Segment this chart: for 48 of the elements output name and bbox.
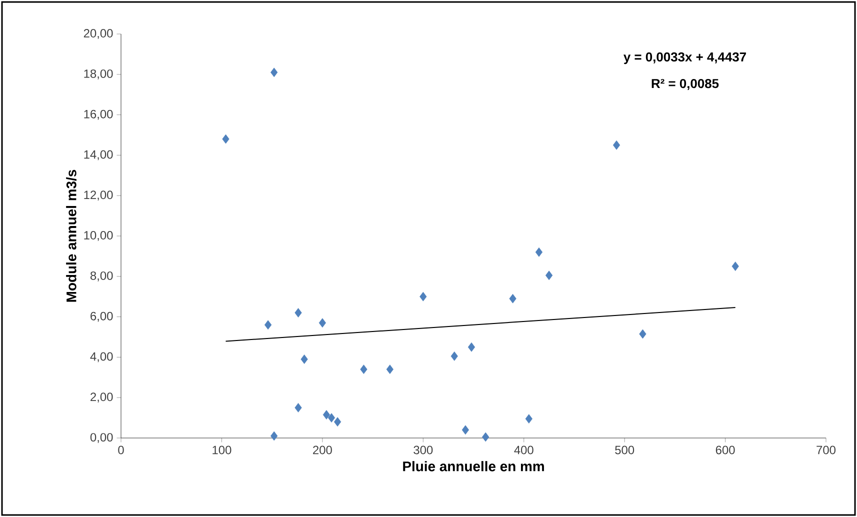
- point: [639, 329, 646, 339]
- point: [545, 270, 553, 280]
- annotation: R² = 0,0085: [652, 78, 719, 90]
- y-tick-label: 10,00: [84, 231, 113, 241]
- point: [360, 364, 368, 374]
- y-tick-label: 18,00: [84, 69, 113, 80]
- y-axis-title: Module annuel m3/s: [66, 170, 76, 302]
- point: [300, 354, 308, 364]
- y-tick-label: 14,00: [84, 150, 113, 160]
- x-tick-label: 700: [816, 446, 836, 454]
- x-tick-label: 400: [514, 446, 534, 454]
- point: [334, 417, 342, 427]
- y-tick-label: 20,00: [84, 29, 113, 39]
- point: [525, 414, 532, 424]
- x-tick-label: 600: [716, 446, 735, 454]
- y-tick-label: 16,00: [84, 110, 113, 120]
- point: [535, 247, 543, 257]
- point: [509, 294, 516, 304]
- point: [222, 134, 230, 144]
- x-tick-label: 100: [212, 446, 232, 454]
- x-tick-label: 200: [313, 446, 332, 454]
- x-tick-label: 0: [118, 446, 124, 454]
- annotation: y = 0,0033x + 4,4437: [624, 52, 746, 64]
- point: [294, 308, 302, 318]
- point: [462, 425, 470, 435]
- y-tick-label: 2,00: [90, 392, 113, 403]
- point: [318, 318, 326, 328]
- point: [450, 352, 458, 361]
- point: [328, 413, 336, 422]
- point: [294, 403, 302, 412]
- point: [732, 262, 739, 271]
- x-tick-label: 300: [414, 446, 433, 454]
- point: [264, 320, 272, 330]
- point: [468, 342, 476, 352]
- point: [322, 410, 330, 420]
- y-tick-label: 8,00: [90, 271, 113, 282]
- y-tick-label: 6,00: [90, 312, 113, 322]
- point: [270, 68, 278, 78]
- point: [270, 431, 278, 441]
- y-tick-label: 0,00: [90, 433, 113, 443]
- point: [386, 364, 394, 374]
- point: [420, 292, 427, 302]
- point: [482, 432, 490, 442]
- x-axis-title: Pluie annuelle en mm: [403, 461, 544, 472]
- point: [612, 140, 620, 150]
- y-tick-label: 4,00: [90, 352, 113, 362]
- y-tick-label: 12,00: [84, 190, 113, 201]
- x-tick-label: 500: [615, 446, 634, 454]
